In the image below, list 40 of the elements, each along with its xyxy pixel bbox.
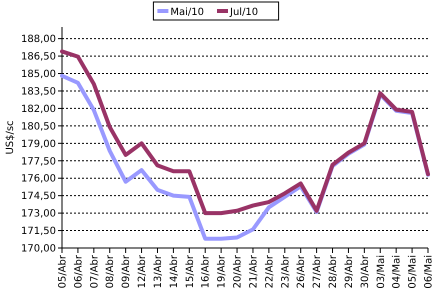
y-tick-label: 171,50 <box>21 226 56 238</box>
legend-label: Jul/10 <box>229 7 258 18</box>
y-tick-label: 174,50 <box>21 191 56 202</box>
x-tick-label: 22/Abr <box>264 254 276 288</box>
line-series <box>60 49 430 216</box>
y-tick-label: 170,00 <box>21 244 56 254</box>
x-tick-label: 04/Mai <box>392 255 403 289</box>
y-tick-label: 186,50 <box>21 52 56 63</box>
x-tick-label: 15/Abr <box>184 254 196 288</box>
x-tick-label: 09/Abr <box>121 254 132 288</box>
y-tick-label: 185,00 <box>21 69 56 80</box>
x-tick-label: 23/Abr <box>280 254 292 288</box>
x-tick-label: 06/Abr <box>73 254 84 288</box>
y-tick-label: 183,50 <box>21 86 56 98</box>
y-tick-label: 173,00 <box>21 208 56 220</box>
y-tick-label: 177,50 <box>21 156 56 168</box>
y-tick-label: 182,00 <box>21 104 56 115</box>
x-tick-label: 20/Abr <box>232 254 244 288</box>
x-tick-label: 13/Abr <box>152 254 164 288</box>
x-tick-label: 27/Abr <box>312 254 324 288</box>
y-tick-label: 180,50 <box>21 121 56 132</box>
x-tick-label: 03/Mai <box>376 255 387 289</box>
x-tick-label: 19/Abr <box>216 254 228 288</box>
x-tick-label: 30/Abr <box>360 254 371 288</box>
x-tick-label: 05/Abr <box>58 254 68 288</box>
x-tick-label: 14/Abr <box>168 254 180 288</box>
x-tick-label: 21/Abr <box>248 254 260 288</box>
y-tick-label: 176,00 <box>21 174 56 185</box>
x-tick-label: 26/Abr <box>296 254 308 288</box>
x-tick-label: 05/Mai <box>408 255 419 289</box>
x-tick-label: 29/Abr <box>344 254 355 288</box>
y-tick-label: 188,00 <box>21 34 56 46</box>
x-tick-label: 28/Abr <box>328 254 340 288</box>
x-tick-label: 16/Abr <box>200 254 212 288</box>
x-tick-label: 12/Abr <box>137 254 148 288</box>
y-tick-label: 179,00 <box>21 138 56 150</box>
legend-label: Mai/10 <box>170 7 204 18</box>
x-tick-label: 08/Abr <box>105 254 116 288</box>
y-axis-title: US$/sc <box>5 120 16 155</box>
x-tick-label: 07/Abr <box>89 254 100 288</box>
